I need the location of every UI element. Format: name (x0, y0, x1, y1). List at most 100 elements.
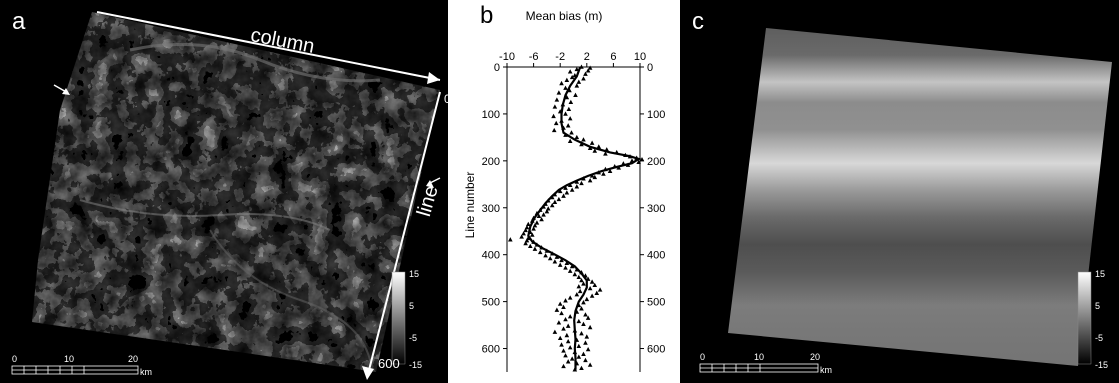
data-point (541, 212, 546, 217)
data-point (564, 190, 570, 195)
line-tick-600: 600 (378, 356, 400, 371)
scalebar-c-unit: km (820, 365, 832, 375)
data-point (563, 85, 568, 90)
data-point (592, 282, 598, 287)
data-point (527, 243, 533, 249)
data-point (589, 140, 595, 145)
column-arrow (96, 11, 441, 81)
y-tick-label-left: 400 (482, 250, 500, 262)
data-point (529, 232, 535, 237)
data-point (561, 193, 566, 198)
x-tick-label: -2 (555, 51, 565, 63)
bias-surface (728, 28, 1112, 366)
data-point (587, 362, 593, 367)
x-tick-label: 10 (634, 51, 646, 63)
y-tick-label-left: 500 (482, 297, 500, 309)
data-point (563, 185, 568, 190)
data-point (581, 351, 586, 356)
data-point (581, 76, 586, 81)
data-point (581, 321, 586, 326)
data-point (607, 168, 613, 173)
data-point (597, 287, 603, 292)
data-point (552, 329, 558, 334)
data-point (603, 151, 608, 156)
y-axis-title: Line number (463, 172, 477, 239)
x-tick-label: -10 (499, 51, 515, 63)
data-point (519, 234, 524, 239)
y-tick-label-right: 100 (647, 109, 665, 121)
y-tick-label-left: 100 (482, 109, 500, 121)
data-point (574, 134, 580, 140)
data-point (579, 306, 584, 311)
colorbar-c-tick-5: 5 (1095, 301, 1101, 311)
data-point (561, 326, 566, 331)
data-point (576, 79, 582, 84)
colorbar-c-tick-neg15: -15 (1095, 360, 1109, 370)
data-point (579, 365, 584, 371)
data-point (583, 340, 588, 345)
pointer-arrow-left-icon (53, 84, 70, 95)
data-point (552, 199, 558, 204)
line-tick-0: 0 (444, 92, 448, 106)
y-tick-label-left: 0 (494, 62, 500, 74)
column-arrowhead (427, 72, 440, 84)
data-point (579, 141, 584, 147)
data-point (574, 184, 580, 189)
data-point (508, 237, 513, 242)
data-point (639, 156, 645, 162)
data-point (559, 310, 564, 316)
data-point (556, 90, 562, 95)
data-point (572, 271, 578, 277)
data-point (563, 265, 568, 270)
data-point (576, 274, 582, 280)
data-point (567, 345, 573, 350)
data-point (567, 295, 573, 300)
data-point (525, 221, 531, 226)
panel-c-modeled-bias-map: c 15 5 -5 -15 0 10 20 km (680, 0, 1119, 383)
data-point (585, 315, 591, 320)
data-point (567, 138, 573, 143)
data-point (565, 123, 571, 128)
data-point (564, 77, 570, 82)
y-tick-label-right: 400 (647, 250, 665, 262)
data-point (569, 74, 575, 80)
data-point (636, 159, 641, 165)
data-point (567, 268, 573, 273)
scalebar-a (11, 365, 139, 375)
data-point (566, 106, 572, 112)
data-point (543, 253, 548, 258)
data-point (592, 174, 598, 180)
scalebar-c (699, 363, 819, 373)
scalebar-a-unit: km (140, 367, 152, 377)
data-point (576, 284, 582, 289)
data-point (561, 304, 566, 310)
data-point (547, 255, 553, 261)
y-tick-label-right: 200 (647, 156, 665, 168)
data-point (532, 246, 538, 251)
x-axis-title: Mean bias (m) (526, 9, 603, 23)
data-point (567, 314, 573, 319)
scalebar-a-tick-0: 0 (12, 354, 18, 364)
x-tick-label: -6 (529, 51, 539, 63)
data-point (577, 288, 583, 294)
data-point (549, 202, 555, 208)
y-tick-label-left: 300 (482, 203, 500, 215)
data-point (551, 113, 556, 119)
data-point (561, 348, 566, 353)
data-point (536, 213, 542, 219)
data-point (556, 320, 562, 325)
x-tick-label: 6 (610, 51, 616, 63)
data-point (589, 279, 595, 284)
line-arrow (367, 91, 441, 375)
trend-line (527, 66, 642, 370)
panel-a-dem-difference-map: a column line 0 600 15 5 -5 -15 0 10 20 … (0, 0, 448, 383)
data-point (559, 342, 564, 347)
y-tick-label-left: 600 (482, 344, 500, 356)
data-point (567, 182, 573, 188)
data-point (557, 188, 563, 194)
y-tick-label-right: 600 (647, 344, 665, 356)
colorbar-a-tick-neg15: -15 (409, 360, 423, 370)
data-point (565, 359, 571, 364)
panel-a-graphic (0, 0, 448, 383)
scalebar-c-tick-0: 0 (700, 352, 706, 362)
